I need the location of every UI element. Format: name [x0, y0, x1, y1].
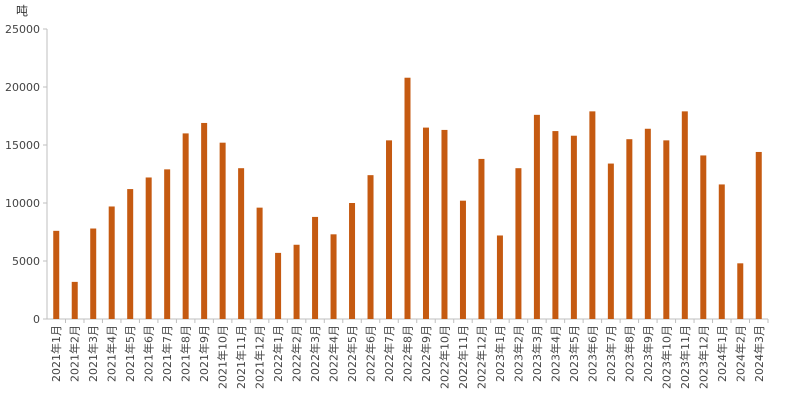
y-tick-label: 25000 [5, 23, 40, 36]
bar [145, 177, 152, 319]
x-tick-label: 2021年2月 [68, 325, 82, 382]
x-tick-label: 2021年3月 [86, 325, 100, 382]
x-tick-label: 2023年4月 [548, 325, 562, 382]
bar [700, 155, 707, 319]
x-tick-label: 2021年8月 [179, 325, 193, 382]
x-tick-label: 2024年1月 [715, 325, 729, 382]
x-tick-label: 2023年11月 [678, 325, 692, 389]
y-tick-label: 15000 [5, 139, 40, 152]
x-tick-label: 2022年9月 [419, 325, 433, 382]
x-tick-label: 2021年11月 [234, 325, 248, 389]
x-tick-label: 2022年8月 [401, 325, 415, 382]
bar [201, 122, 208, 320]
bar [404, 77, 411, 319]
bar [53, 230, 60, 319]
bar [626, 139, 633, 319]
bar [496, 235, 503, 319]
bar [90, 228, 97, 319]
x-tick-label: 2021年10月 [216, 325, 230, 389]
x-tick-label: 2022年5月 [345, 325, 359, 382]
y-axis-ticks: 0 5000 10000 15000 20000 25000 [5, 23, 47, 326]
x-tick-label: 2024年3月 [752, 325, 766, 382]
bar [219, 142, 226, 319]
bar [755, 151, 762, 319]
bar [293, 244, 300, 319]
bar [589, 111, 596, 319]
bar [108, 206, 115, 319]
bar [275, 252, 282, 319]
bar [570, 135, 577, 319]
x-axis-labels: 2021年1月 2021年2月 2021年3月 2021年4月 2021年5月 2021年… [49, 319, 769, 389]
bar [164, 169, 171, 319]
bar [478, 158, 485, 319]
x-tick-label: 2022年4月 [327, 325, 341, 382]
x-tick-label: 2022年2月 [290, 325, 304, 382]
bars-group [53, 77, 762, 320]
bar [644, 128, 651, 319]
x-tick-label: 2023年8月 [622, 325, 636, 382]
x-tick-label: 2023年12月 [696, 325, 710, 389]
x-tick-label: 2021年9月 [197, 325, 211, 382]
x-tick-label: 2023年5月 [567, 325, 581, 382]
x-tick-label: 2021年12月 [253, 325, 267, 389]
x-tick-label: 2022年3月 [308, 325, 322, 382]
bar [552, 131, 559, 319]
bar [349, 203, 356, 319]
bar [718, 184, 725, 319]
bar [737, 263, 744, 319]
bar [367, 175, 374, 319]
bar [533, 114, 540, 319]
x-tick-label: 2022年1月 [271, 325, 285, 382]
x-tick-label: 2022年10月 [437, 325, 451, 389]
bar [127, 189, 134, 319]
x-tick-label: 2021年4月 [105, 325, 119, 382]
bar [386, 140, 393, 319]
y-tick-label: 5000 [12, 255, 40, 268]
x-tick-label: 2023年6月 [585, 325, 599, 382]
x-tick-label: 2021年7月 [160, 325, 174, 382]
x-tick-label: 2021年1月 [49, 325, 63, 382]
bar [330, 234, 337, 319]
bar [515, 168, 522, 319]
bar [238, 168, 245, 319]
bar [607, 163, 614, 319]
bar [681, 111, 688, 319]
x-tick-label: 2022年11月 [456, 325, 470, 389]
bar [312, 216, 319, 319]
bar [663, 140, 670, 319]
bar [71, 281, 78, 319]
x-tick-label: 2021年6月 [142, 325, 156, 382]
y-tick-label: 0 [33, 313, 40, 326]
x-tick-label: 2022年7月 [382, 325, 396, 382]
x-tick-label: 2022年6月 [364, 325, 378, 382]
bar [422, 127, 429, 319]
x-tick-label: 2023年1月 [493, 325, 507, 382]
x-tick-label: 2023年2月 [511, 325, 525, 382]
x-tick-label: 2021年5月 [123, 325, 137, 382]
bar [256, 207, 263, 319]
y-axis-unit-label: 吨 [16, 4, 28, 18]
x-tick-label: 2024年2月 [733, 325, 747, 382]
y-tick-label: 10000 [5, 197, 40, 210]
y-tick-label: 20000 [5, 81, 40, 94]
bar [182, 133, 189, 319]
x-tick-label: 2023年3月 [530, 325, 544, 382]
x-tick-label: 2023年9月 [641, 325, 655, 382]
x-tick-label: 2023年7月 [604, 325, 618, 382]
bar [441, 129, 448, 319]
bar [459, 200, 466, 319]
x-tick-label: 2022年12月 [474, 325, 488, 389]
x-tick-label: 2023年10月 [659, 325, 673, 389]
